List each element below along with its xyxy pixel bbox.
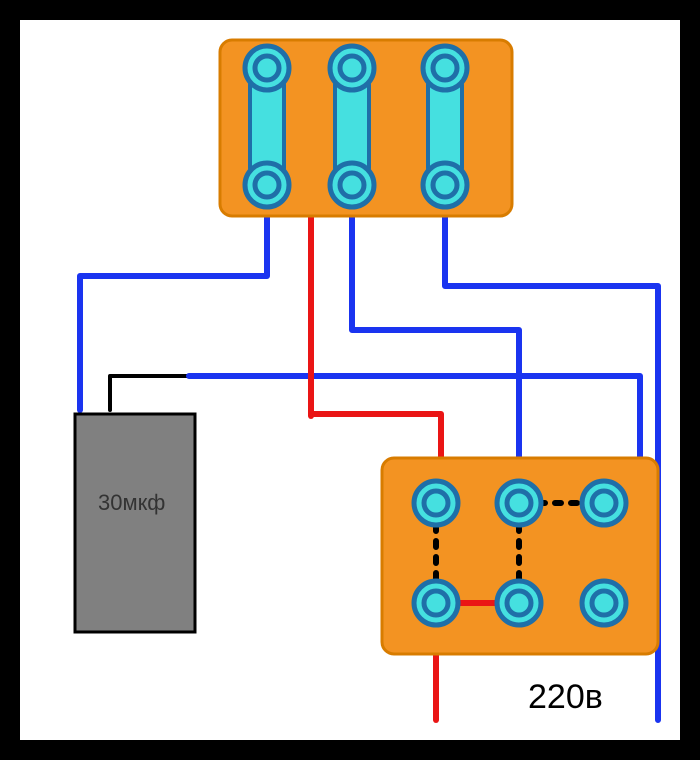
diagram-stage: 30мкф 220в	[20, 20, 680, 740]
diagram-svg	[20, 20, 680, 740]
voltage-label: 220в	[528, 678, 603, 717]
capacitor-label: 30мкф	[98, 490, 165, 516]
